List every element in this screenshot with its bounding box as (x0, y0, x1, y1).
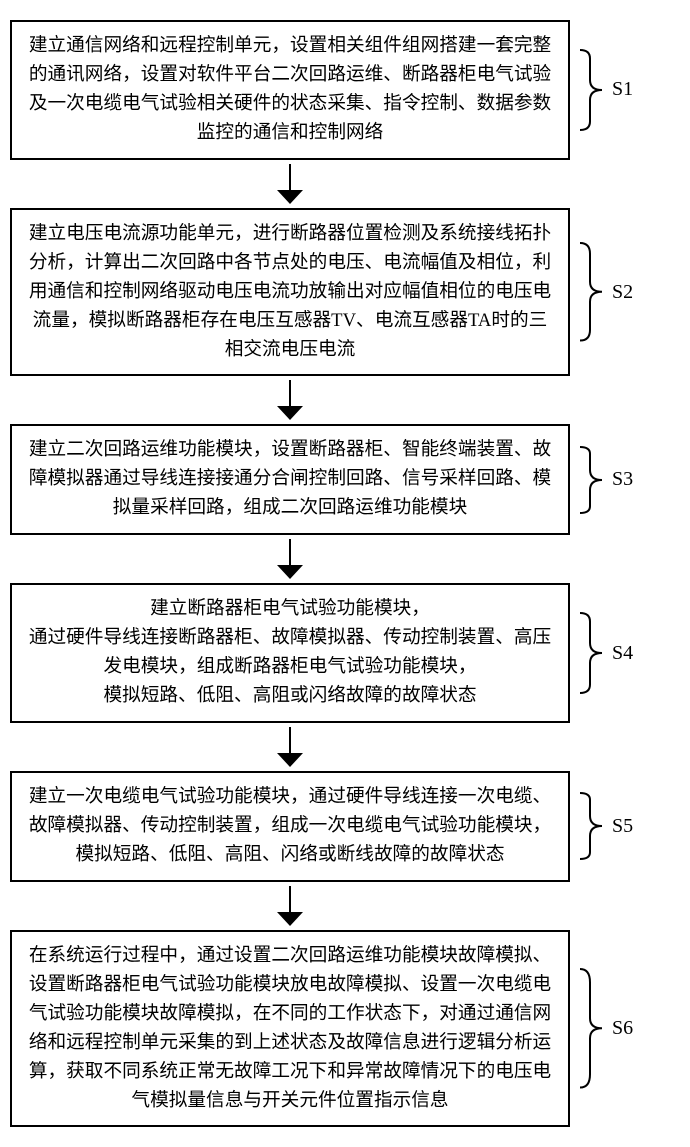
brace-icon (578, 48, 608, 132)
step-label: S2 (612, 281, 633, 304)
step-row: 建立一次电缆电气试验功能模块，通过硬件导线连接一次电缆、故障模拟器、传动控制装置… (10, 771, 680, 882)
brace-icon (578, 241, 608, 343)
brace-icon (578, 611, 608, 695)
step-label: S5 (612, 815, 633, 838)
step-label: S3 (612, 468, 633, 491)
step-box: 建立一次电缆电气试验功能模块，通过硬件导线连接一次电缆、故障模拟器、传动控制装置… (10, 771, 570, 882)
step-row: 在系统运行过程中，通过设置二次回路运维功能模块故障模拟、设置断路器柜电气试验功能… (10, 930, 680, 1128)
step-label-wrap: S5 (578, 791, 633, 861)
step-label: S1 (612, 78, 633, 101)
step-row: 建立二次回路运维功能模块，设置断路器柜、智能终端装置、故障模拟器通过导线连接接通… (10, 424, 680, 535)
step-row: 建立通信网络和远程控制单元，设置相关组件组网搭建一套完整的通讯网络，设置对软件平… (10, 20, 680, 160)
step-row: 建立电压电流源功能单元，进行断路器位置检测及系统接线拓扑分析，计算出二次回路中各… (10, 208, 680, 377)
brace-icon (578, 445, 608, 515)
step-box: 在系统运行过程中，通过设置二次回路运维功能模块故障模拟、设置断路器柜电气试验功能… (10, 930, 570, 1128)
arrow-down-icon (277, 727, 303, 767)
arrow-down-icon (277, 380, 303, 420)
step-label-wrap: S6 (578, 967, 633, 1090)
step-label-wrap: S4 (578, 611, 633, 695)
brace-icon (578, 967, 608, 1090)
step-label-wrap: S3 (578, 445, 633, 515)
arrow-down-icon (277, 886, 303, 926)
flowchart: 建立通信网络和远程控制单元，设置相关组件组网搭建一套完整的通讯网络，设置对软件平… (10, 20, 680, 1127)
brace-icon (578, 791, 608, 861)
step-label-wrap: S2 (578, 241, 633, 343)
step-box: 建立通信网络和远程控制单元，设置相关组件组网搭建一套完整的通讯网络，设置对软件平… (10, 20, 570, 160)
arrow-down-icon (277, 539, 303, 579)
step-row: 建立断路器柜电气试验功能模块， 通过硬件导线连接断路器柜、故障模拟器、传动控制装… (10, 583, 680, 723)
step-label-wrap: S1 (578, 48, 633, 132)
step-box: 建立断路器柜电气试验功能模块， 通过硬件导线连接断路器柜、故障模拟器、传动控制装… (10, 583, 570, 723)
step-label: S4 (612, 642, 633, 665)
arrow-down-icon (277, 164, 303, 204)
step-box: 建立电压电流源功能单元，进行断路器位置检测及系统接线拓扑分析，计算出二次回路中各… (10, 208, 570, 377)
step-label: S6 (612, 1017, 633, 1040)
step-box: 建立二次回路运维功能模块，设置断路器柜、智能终端装置、故障模拟器通过导线连接接通… (10, 424, 570, 535)
